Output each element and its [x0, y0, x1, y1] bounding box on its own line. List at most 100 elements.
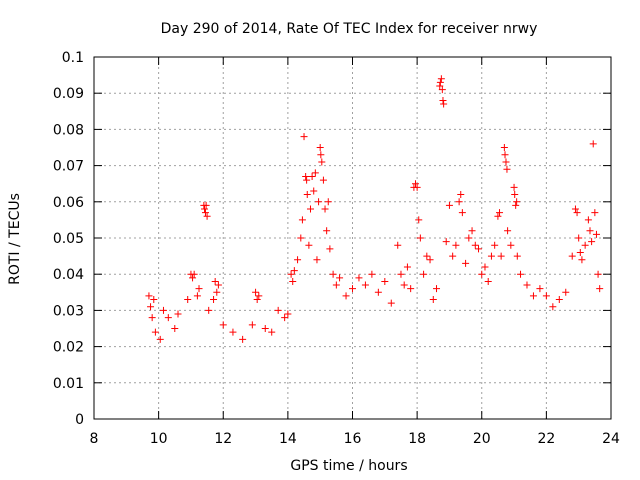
y-tick-label: 0.03	[53, 303, 84, 319]
data-point	[306, 205, 314, 213]
data-point	[303, 191, 311, 199]
data-point	[318, 158, 326, 166]
x-tick-label: 16	[344, 431, 362, 447]
data-point	[310, 187, 318, 195]
data-point	[253, 296, 261, 304]
data-point	[156, 335, 164, 343]
data-point	[201, 209, 209, 217]
data-point	[536, 285, 544, 293]
data-point	[542, 292, 550, 300]
data-point	[423, 252, 431, 260]
data-point	[511, 191, 519, 199]
data-point	[255, 292, 263, 300]
data-point	[211, 277, 219, 285]
data-point	[568, 252, 576, 260]
data-point	[415, 216, 423, 224]
data-point	[517, 270, 525, 278]
data-point	[594, 270, 602, 278]
x-axis-label: GPS time / hours	[290, 458, 407, 474]
data-point	[368, 270, 376, 278]
data-point	[205, 306, 213, 314]
data-point	[436, 82, 444, 90]
data-point	[497, 252, 505, 260]
data-point	[319, 176, 327, 184]
data-point	[284, 310, 292, 318]
data-point	[494, 212, 502, 220]
data-point	[403, 263, 411, 271]
data-point	[313, 256, 321, 264]
data-point	[201, 205, 209, 213]
data-point	[440, 100, 448, 108]
data-point	[491, 241, 499, 249]
data-point	[484, 277, 492, 285]
data-point	[148, 314, 156, 322]
data-point	[315, 198, 323, 206]
y-tick-label: 0.02	[53, 340, 84, 356]
data-point	[429, 296, 437, 304]
data-point	[438, 86, 446, 94]
data-point	[400, 281, 408, 289]
data-point	[475, 245, 483, 253]
data-point	[294, 256, 302, 264]
data-point	[397, 270, 405, 278]
data-point	[581, 241, 589, 249]
data-point	[576, 248, 584, 256]
axis-ticks: 8 10 12 14 16 18 20 22 24 0 0.01 0.02 0.03 0.04 0.05 0.…	[53, 50, 620, 447]
data-point	[512, 201, 520, 209]
data-point	[584, 216, 592, 224]
data-point	[289, 277, 297, 285]
data-point	[381, 277, 389, 285]
data-point	[195, 285, 203, 293]
data-point	[151, 328, 159, 336]
data-point	[329, 270, 337, 278]
data-markers	[145, 75, 604, 343]
data-point	[437, 75, 445, 83]
data-point	[449, 252, 457, 260]
data-point	[219, 321, 227, 329]
data-point	[214, 281, 222, 289]
data-point	[592, 230, 600, 238]
data-point	[513, 198, 521, 206]
data-point	[248, 321, 256, 329]
data-point	[596, 285, 604, 293]
data-point	[317, 151, 325, 159]
data-point	[281, 314, 289, 322]
y-tick-label: 0.08	[53, 122, 84, 138]
data-point	[203, 212, 211, 220]
x-tick-label: 24	[602, 431, 620, 447]
data-point	[436, 78, 444, 86]
data-point	[305, 241, 313, 249]
data-point	[455, 198, 463, 206]
x-tick-label: 14	[279, 431, 297, 447]
data-point	[268, 328, 276, 336]
data-point	[202, 201, 210, 209]
data-point	[147, 303, 155, 311]
data-point	[426, 256, 434, 264]
data-point	[588, 238, 596, 246]
data-point	[342, 292, 350, 300]
data-point	[562, 288, 570, 296]
data-point	[164, 314, 172, 322]
data-point	[332, 281, 340, 289]
y-tick-label: 0.06	[53, 195, 84, 211]
data-point	[416, 234, 424, 242]
data-point	[573, 209, 581, 217]
data-point	[468, 227, 476, 235]
data-point	[413, 183, 421, 191]
data-point	[481, 263, 489, 271]
data-point	[311, 169, 319, 177]
data-point	[496, 209, 504, 217]
y-axis-label: ROTI / TECUs	[7, 193, 23, 285]
data-point	[487, 252, 495, 260]
y-tick-label: 0.04	[53, 267, 84, 283]
data-point	[445, 201, 453, 209]
chart-title: Day 290 of 2014, Rate Of TEC Index for r…	[161, 21, 538, 37]
data-point	[150, 296, 158, 304]
data-point	[586, 227, 594, 235]
data-point	[462, 259, 470, 267]
data-point	[589, 140, 597, 148]
data-point	[324, 198, 332, 206]
data-point	[298, 216, 306, 224]
